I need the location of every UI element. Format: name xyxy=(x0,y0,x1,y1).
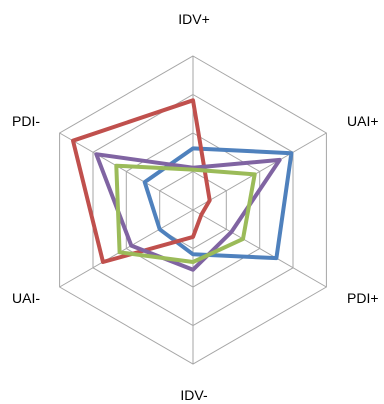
axis-spoke-5 xyxy=(59,209,194,288)
series-line-4 xyxy=(114,163,257,264)
axis-label-uai-minus: UAI- xyxy=(12,290,40,306)
axis-labels: IDV+ UAI+ PDI+ IDV- UAI- PDI- xyxy=(12,11,379,403)
axis-label-idv-plus: IDV+ xyxy=(178,11,210,27)
axis-spoke-6 xyxy=(59,132,194,211)
series-line-3 xyxy=(94,152,282,272)
axis-label-pdi-minus: PDI- xyxy=(12,113,40,129)
radar-series xyxy=(71,98,294,272)
axis-label-uai-plus: UAI+ xyxy=(347,113,379,129)
axis-spoke-3 xyxy=(192,209,327,288)
series-line-2 xyxy=(71,98,212,264)
axis-label-idv-minus: IDV- xyxy=(180,387,208,403)
series-line-1 xyxy=(142,146,294,261)
axis-label-pdi-plus: PDI+ xyxy=(347,290,379,306)
axis-spoke-2 xyxy=(192,132,327,211)
